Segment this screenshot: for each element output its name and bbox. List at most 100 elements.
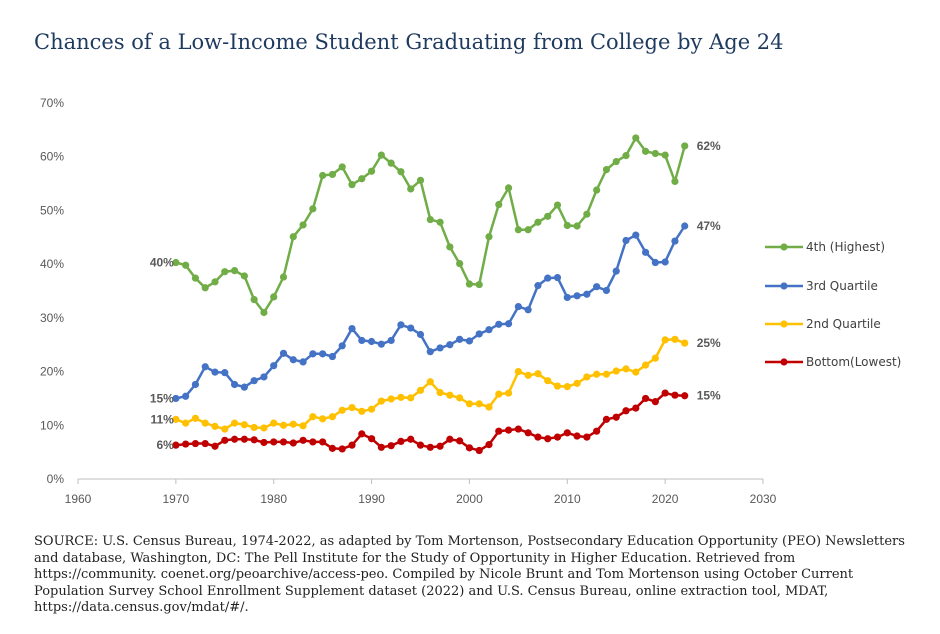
data-point [573, 222, 581, 230]
data-point [612, 267, 620, 275]
x-tick-label: 2020 [652, 492, 679, 506]
end-data-label: 47% [697, 219, 721, 233]
line-chart: 0% 10% 20% 30% 40% 50% 60% 70% 1960 1970 1980 1990 2… [40, 96, 901, 506]
data-point [524, 429, 532, 437]
legend-swatch-marker [780, 320, 788, 328]
data-point [260, 373, 268, 381]
data-point [622, 236, 630, 245]
data-point [524, 226, 532, 234]
data-point [377, 397, 385, 405]
data-point [319, 438, 327, 446]
data-point [602, 286, 611, 295]
data-point [553, 433, 562, 441]
data-point [182, 440, 190, 448]
data-point [348, 325, 356, 333]
data-point [270, 419, 278, 427]
data-point [250, 377, 258, 385]
legend-item: 3rd Quartile [765, 279, 878, 293]
x-tick-label: 2000 [456, 492, 483, 506]
y-tick-label: 0% [47, 472, 65, 486]
data-point [172, 394, 180, 403]
legend-item: Bottom(Lowest) [765, 355, 901, 369]
data-point [514, 226, 522, 234]
data-point [602, 370, 611, 378]
data-point [289, 439, 297, 447]
data-point [622, 152, 630, 160]
data-point [191, 274, 200, 282]
data-point [641, 147, 650, 155]
y-tick-label: 40% [40, 257, 64, 271]
data-point [221, 436, 229, 444]
data-point [671, 391, 679, 399]
data-point [681, 222, 689, 230]
data-point [514, 367, 522, 376]
y-tick-label: 70% [40, 96, 64, 110]
data-point [221, 369, 229, 377]
data-point [524, 371, 532, 379]
data-point [495, 320, 503, 328]
data-point [514, 425, 522, 433]
data-point [407, 324, 415, 332]
data-point [319, 171, 327, 180]
data-point [553, 201, 562, 209]
data-point [446, 435, 454, 443]
data-point [426, 378, 434, 386]
data-point [387, 159, 395, 167]
data-point [573, 379, 581, 387]
start-data-label: 6% [157, 438, 175, 452]
data-point [416, 176, 425, 184]
data-point [495, 390, 503, 398]
data-point [641, 394, 650, 403]
data-point [260, 424, 268, 432]
data-point [661, 336, 669, 344]
data-point [309, 438, 317, 446]
data-point [230, 266, 239, 275]
data-point [299, 221, 307, 229]
data-point [299, 358, 307, 366]
data-point [250, 423, 258, 432]
data-point [612, 367, 620, 375]
data-point [465, 280, 474, 288]
x-tick-label: 1970 [163, 492, 190, 506]
y-tick-label: 20% [40, 365, 64, 379]
series-2: 15% 47% [150, 219, 721, 405]
data-point [504, 320, 513, 328]
data-point [681, 142, 689, 150]
data-point [260, 438, 268, 447]
end-data-label: 15% [697, 389, 721, 403]
data-point [632, 134, 640, 142]
data-point [544, 212, 552, 220]
data-point [416, 330, 425, 339]
data-point [407, 394, 415, 402]
data-point [397, 168, 405, 176]
data-point [622, 365, 630, 373]
data-point [407, 435, 415, 443]
data-point [671, 237, 679, 245]
legend-label: 3rd Quartile [806, 279, 878, 293]
data-point [221, 425, 229, 433]
legend-label: Bottom(Lowest) [806, 355, 901, 369]
data-point [534, 282, 542, 290]
data-point [211, 442, 219, 450]
data-point [279, 438, 288, 446]
legend-swatch-marker [780, 358, 788, 366]
data-point [279, 349, 288, 357]
start-data-label: 11% [150, 412, 174, 426]
data-point [250, 295, 258, 304]
data-point [436, 442, 444, 450]
y-tick-label: 10% [40, 418, 64, 432]
data-point [681, 392, 689, 400]
data-point [358, 430, 366, 438]
data-point [377, 340, 385, 348]
legend-item: 4th (Highest) [765, 240, 885, 254]
x-tick-label: 2030 [750, 492, 777, 506]
data-point [289, 420, 297, 428]
start-data-label: 15% [150, 391, 174, 405]
data-point [475, 330, 483, 338]
data-point [309, 205, 317, 213]
data-point [191, 439, 200, 448]
data-point [416, 386, 425, 394]
data-point [651, 149, 659, 158]
data-point [475, 400, 483, 408]
data-point [641, 248, 650, 256]
